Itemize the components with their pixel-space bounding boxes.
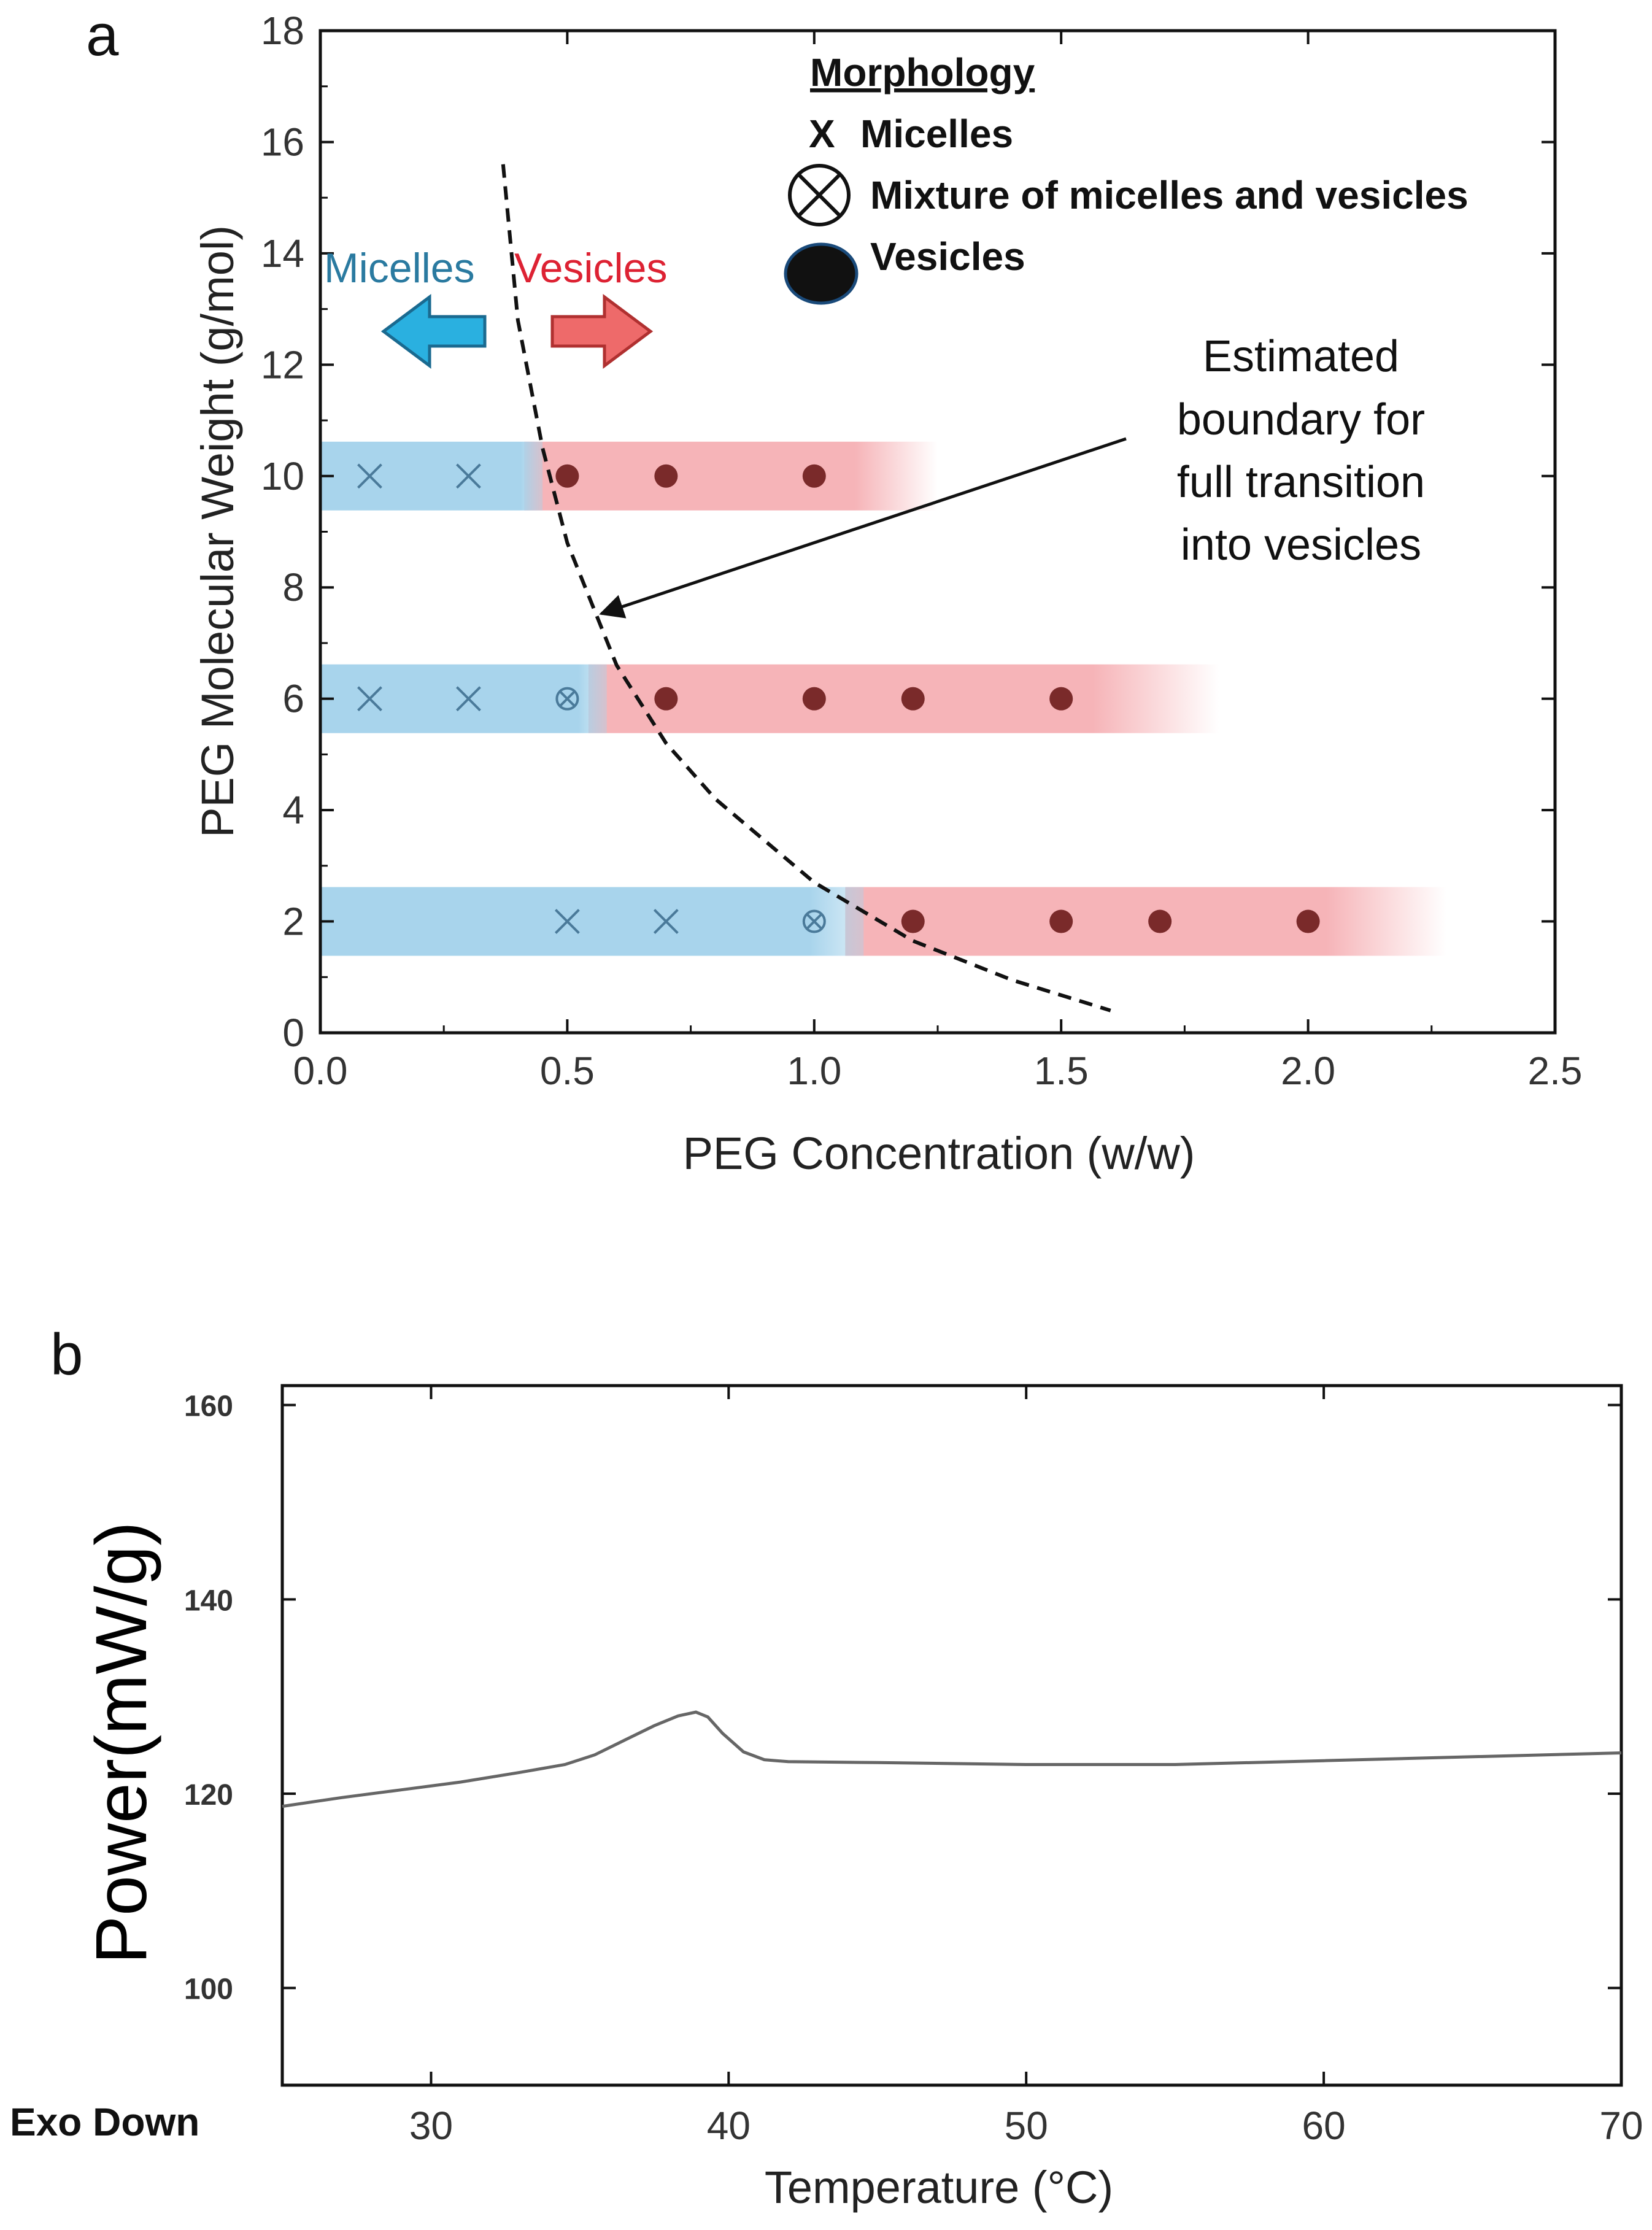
vesicle-point — [901, 687, 925, 711]
annotation-line-2: boundary for — [1177, 395, 1425, 444]
axis-ticks-b: 30 40 50 60 70 100 120 140 160 — [184, 1386, 1643, 2148]
x-tick-label-a: 1.0 — [787, 1049, 841, 1093]
boundary-annotation: Estimated boundary for full transition i… — [599, 332, 1425, 619]
panel-b-label: b — [50, 1322, 83, 1387]
y-tick-label-a: 18 — [261, 9, 304, 53]
vesicles-region-label: Vesicles — [514, 245, 667, 291]
legend-item-mixture: Mixture of micelles and vesicles — [870, 173, 1469, 217]
micelles-region-label: Micelles — [324, 245, 475, 291]
micelle-point — [357, 463, 382, 489]
x-tick-label-b: 40 — [707, 2104, 751, 2148]
mixture-point — [802, 909, 826, 933]
micelle-point — [554, 909, 580, 934]
y-tick-label-a: 14 — [261, 231, 304, 276]
micelles-arrow-icon — [380, 294, 487, 369]
y-tick-label-b: 140 — [184, 1584, 233, 1617]
y-tick-label-b: 160 — [184, 1391, 233, 1423]
boundary-curve — [501, 164, 1111, 1013]
y-tick-label-a: 8 — [282, 565, 304, 609]
x-tick-label-a: 0.5 — [540, 1049, 595, 1093]
x-tick-label-a: 2.0 — [1281, 1049, 1335, 1093]
vesicle-point — [1049, 687, 1073, 711]
vesicle-point — [654, 687, 678, 711]
legend-item-micelles: Micelles — [860, 112, 1013, 156]
y-tick-label-b: 120 — [184, 1779, 233, 1811]
vesicle-point — [901, 909, 925, 933]
x-tick-label-b: 70 — [1599, 2104, 1643, 2148]
x-axis-title-b: Temperature (°C) — [765, 2162, 1113, 2213]
y-tick-label-a: 4 — [282, 788, 304, 832]
annotation-line-3: full transition — [1177, 458, 1425, 507]
legend-x-symbol: X — [809, 112, 835, 156]
x-axis-title-a: PEG Concentration (w/w) — [683, 1128, 1195, 1179]
panel-a-label: a — [86, 2, 119, 68]
vesicle-point — [654, 464, 678, 488]
micelle-point — [653, 909, 679, 934]
micelle-band-2 — [322, 887, 864, 956]
axis-ticks-a: 0.0 0.5 1.0 1.5 2.0 2.5 0 2 4 6 8 10 12 14 16 18 — [261, 9, 1583, 1093]
x-tick-label-b: 50 — [1005, 2104, 1048, 2148]
legend-a: Morphology X Micelles Mixture of micelle… — [784, 50, 1469, 305]
x-tick-label-b: 30 — [409, 2104, 453, 2148]
vesicles-arrow-icon — [550, 294, 654, 369]
legend-mixture-icon — [788, 164, 851, 226]
y-tick-label-a: 16 — [261, 120, 304, 164]
vesicle-band-0 — [524, 441, 938, 511]
y-axis-title-b: Power(mW/g) — [81, 1521, 162, 1964]
x-tick-label-a: 1.5 — [1034, 1049, 1089, 1093]
y-tick-label-a: 2 — [282, 900, 304, 944]
micelle-band-1 — [322, 664, 607, 733]
mixture-point — [555, 687, 579, 711]
band-group — [322, 441, 1446, 956]
x-tick-label-b: 60 — [1302, 2104, 1346, 2148]
exo-down-label: Exo Down — [10, 2100, 199, 2144]
dsc-curve — [282, 1710, 1622, 1808]
y-tick-label-a: 6 — [282, 677, 304, 721]
y-axis-title-a: PEG Molecular Weight (g/mol) — [192, 225, 243, 838]
x-tick-label-a: 2.5 — [1528, 1049, 1583, 1093]
legend-item-vesicles: Vesicles — [870, 234, 1025, 279]
legend-title: Morphology — [810, 50, 1035, 95]
legend-vesicle-icon — [784, 242, 859, 305]
vesicle-point — [802, 464, 826, 488]
y-tick-label-a: 10 — [261, 454, 304, 498]
micelle-point — [456, 686, 481, 712]
plot-frame-b — [280, 1384, 1623, 2087]
y-tick-label-a: 12 — [261, 342, 304, 387]
vesicle-point — [1148, 909, 1172, 933]
y-tick-label-b: 100 — [184, 1973, 233, 2006]
vesicle-point — [802, 687, 826, 711]
vesicle-point — [1049, 909, 1073, 933]
micelle-band-0 — [322, 441, 543, 511]
micelle-point — [357, 686, 382, 712]
y-tick-label-a: 0 — [282, 1011, 304, 1055]
vesicle-band-2 — [845, 887, 1446, 956]
panel-a: a 0.0 0.5 1.0 1.5 2.0 2.5 0 2 4 6 8 10 12 14 16 18 Mice… — [86, 2, 1582, 1179]
annotation-line-4: into vesicles — [1181, 520, 1421, 569]
annotation-arrow — [599, 437, 1127, 619]
data-points-a — [357, 463, 1320, 934]
annotation-line-1: Estimated — [1203, 332, 1399, 381]
panel-b: b 30 40 50 60 70 100 120 140 160 Exo Down Temper… — [10, 1322, 1643, 2213]
x-tick-label-a: 0.0 — [293, 1049, 348, 1093]
boundary-curve-group — [501, 164, 1111, 1013]
micelle-point — [456, 463, 481, 489]
vesicle-point — [555, 464, 579, 488]
vesicle-point — [1296, 909, 1320, 933]
